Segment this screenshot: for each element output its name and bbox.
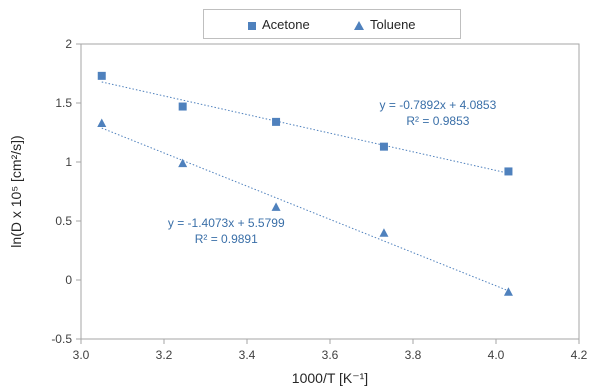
triangle-marker-icon (354, 21, 364, 31)
data-points (97, 71, 513, 296)
x-tick-label: 3.6 (322, 348, 339, 362)
legend-label-toluene: Toluene (370, 17, 416, 32)
y-tick-label: 2 (65, 37, 72, 51)
legend-label-acetone: Acetone (262, 17, 310, 32)
x-tick-label: 3.0 (73, 348, 90, 362)
toluene-data-point (271, 202, 281, 211)
x-tick-label: 3.4 (239, 348, 256, 362)
acetone-data-point (272, 117, 281, 126)
x-axis-title: 1000/T [K⁻¹] (292, 370, 368, 386)
toluene-data-point (97, 118, 107, 128)
legend: Acetone Toluene (203, 9, 461, 39)
x-tick-label: 4.2 (571, 348, 588, 362)
square-marker-icon (248, 21, 256, 30)
y-axis-title: ln(D x 10⁵ [cm²/s]) (8, 135, 24, 247)
x-axis-ticks: 3.0 3.2 3.4 3.6 3.8 4.0 4.2 (73, 339, 588, 362)
toluene-trend-equation: y = -1.4073x + 5.5799 (168, 216, 285, 230)
acetone-trendline (101, 81, 509, 174)
acetone-data-point (97, 71, 106, 80)
acetone-data-point (504, 167, 513, 176)
x-tick-label: 3.8 (405, 348, 422, 362)
toluene-data-point (178, 158, 188, 168)
y-axis-ticks: -0.5 0 0.5 1 1.5 2 (51, 37, 81, 346)
y-tick-label: -0.5 (51, 332, 72, 346)
x-tick-label: 3.2 (156, 348, 173, 362)
y-tick-label: 1 (65, 155, 72, 169)
acetone-trend-equation: y = -0.7892x + 4.0853 (380, 98, 497, 112)
plot-area (80, 43, 580, 340)
y-tick-label: 1.5 (55, 96, 72, 110)
x-tick-label: 4.0 (488, 348, 505, 362)
acetone-data-point (178, 102, 187, 111)
acetone-r-squared: R² = 0.9853 (406, 114, 469, 128)
legend-item-acetone: Acetone (248, 17, 310, 32)
toluene-trendline (101, 127, 509, 292)
acetone-data-point (379, 142, 388, 151)
legend-item-toluene: Toluene (354, 17, 416, 32)
y-tick-label: 0 (65, 273, 72, 287)
y-tick-label: 0.5 (55, 214, 72, 228)
toluene-data-point (503, 287, 513, 296)
toluene-r-squared: R² = 0.9891 (195, 232, 258, 246)
toluene-data-point (379, 228, 389, 237)
trendlines (101, 81, 509, 292)
